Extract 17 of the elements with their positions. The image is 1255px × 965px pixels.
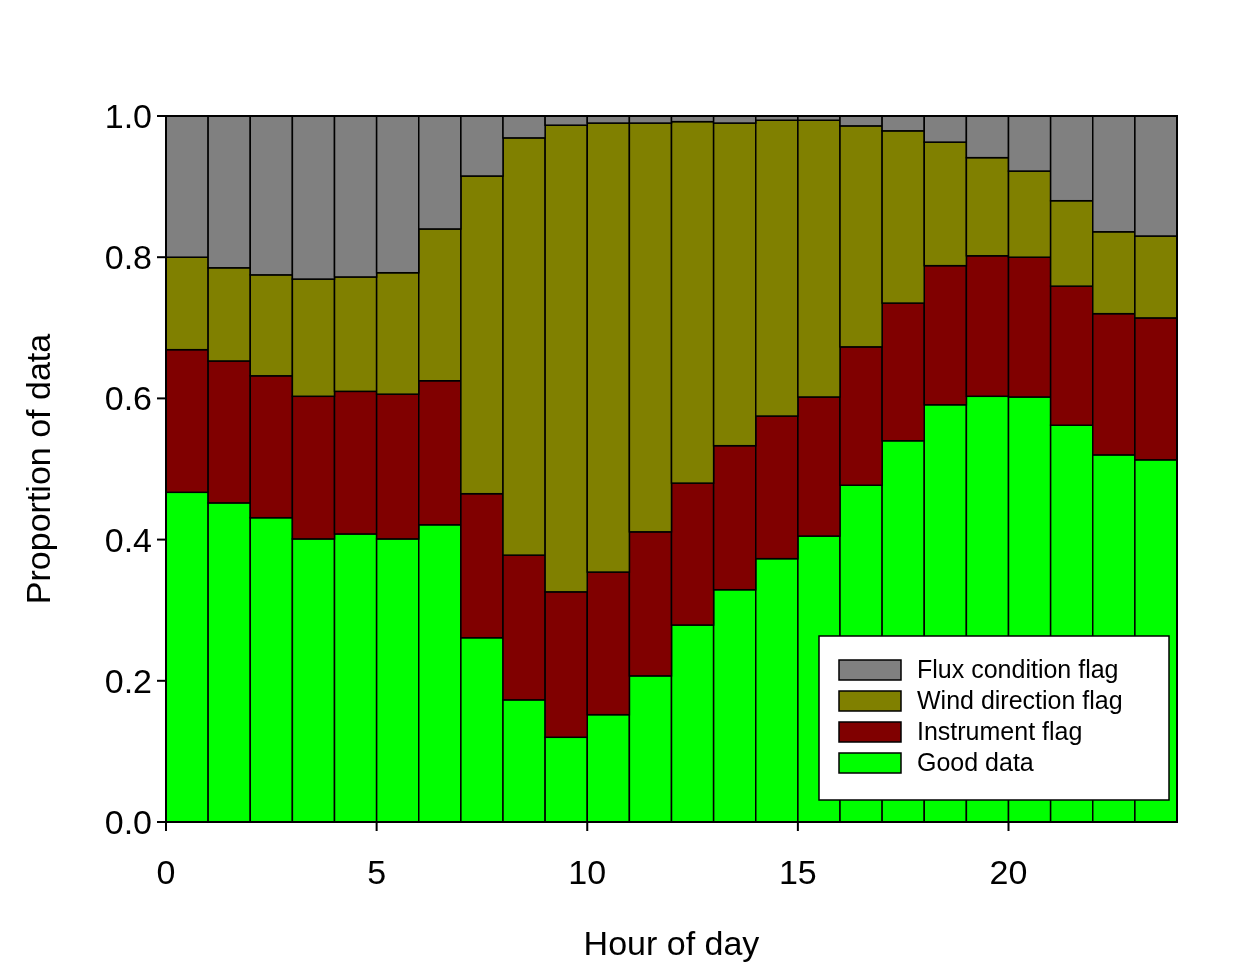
x-tick-label: 0 — [156, 853, 176, 891]
y-tick-label: 0.8 — [104, 238, 152, 277]
legend-label: Flux condition flag — [917, 655, 1119, 683]
y-tick-label: 0.2 — [104, 661, 152, 700]
x-tick-label: 20 — [989, 853, 1028, 891]
x-tick-label: 5 — [367, 853, 387, 891]
x-axis-title: Hour of day — [583, 924, 760, 962]
x-tick-label: 10 — [568, 853, 607, 891]
y-axis-title: Proportion of data — [19, 333, 57, 605]
y-tick-label: 0.0 — [104, 803, 152, 841]
y-tick-label: 0.4 — [104, 520, 152, 559]
x-tick-label: 15 — [778, 853, 817, 891]
y-tick-label: 1.0 — [104, 97, 152, 135]
legend-label: Wind direction flag — [917, 686, 1123, 714]
legend-label: Instrument flag — [917, 717, 1083, 745]
y-tick-label: 0.6 — [104, 379, 152, 418]
legend-label: Good data — [917, 748, 1034, 776]
